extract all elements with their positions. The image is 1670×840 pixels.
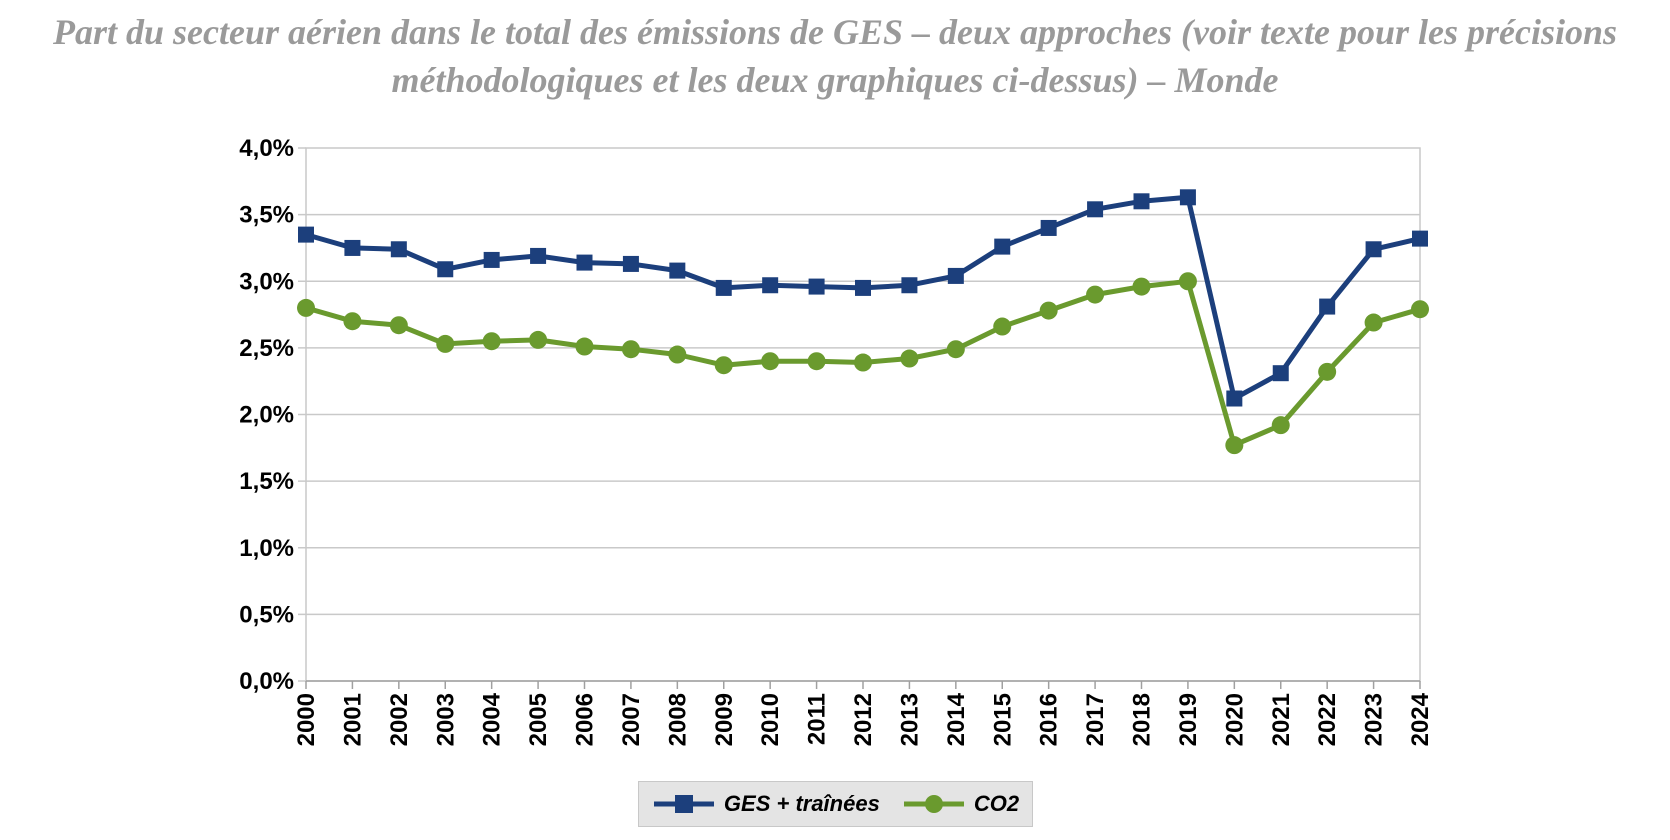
x-tick-label: 2013 [896,693,923,746]
x-tick-label: 2019 [1175,693,1202,746]
data-point-ges [530,247,547,264]
data-point-ges [1040,219,1057,236]
x-tick-label: 2011 [804,693,831,745]
data-point-ges [437,261,454,278]
y-tick-label: 1,5% [239,468,294,495]
data-point-co2 [946,340,965,359]
data-point-ges [1319,298,1336,315]
data-point-ges [994,238,1011,255]
x-tick-label: 2001 [339,693,366,746]
x-tick-label: 2006 [572,693,599,746]
data-point-co2 [1178,272,1197,291]
data-point-ges [483,251,500,268]
data-point-ges [1272,365,1289,382]
data-point-ges [901,277,918,294]
legend-marker-co2 [924,795,943,813]
data-point-co2 [343,312,362,331]
data-point-ges [622,255,639,272]
data-point-co2 [668,345,687,364]
data-point-ges [1412,230,1428,247]
data-point-co2 [575,337,594,356]
data-point-ges [344,239,361,256]
y-tick-label: 3,0% [239,268,294,295]
x-tick-label: 2010 [757,693,784,746]
data-point-co2 [807,352,826,371]
y-tick-label: 3,5% [239,202,294,229]
data-point-co2 [993,317,1012,336]
x-tick-label: 2009 [711,693,738,746]
data-point-ges [1226,390,1243,407]
x-tick-label: 2023 [1361,693,1388,746]
data-point-co2 [1411,300,1429,319]
y-tick-label: 1,0% [239,535,294,562]
data-point-ges [1087,201,1104,218]
legend-label-co2: CO2 [973,791,1020,816]
data-point-co2 [1225,436,1244,455]
data-point-co2 [761,352,780,371]
data-point-ges [669,262,686,279]
y-tick-label: 0,5% [239,601,294,628]
x-tick-label: 2008 [664,693,691,746]
data-point-ges [1365,241,1382,258]
data-point-co2 [389,316,408,335]
data-point-ges [298,226,314,243]
x-tick-label: 2017 [1082,693,1109,746]
x-tick-label: 2005 [525,693,552,746]
legend-item-ges: GES + traînées [652,791,880,817]
data-point-ges [762,277,779,294]
x-tick-label: 2022 [1314,693,1341,746]
legend: GES + traînées CO2 [638,781,1033,827]
y-tick-label: 4,0% [239,135,294,162]
x-tick-label: 2021 [1268,693,1295,746]
data-point-ges [947,267,964,284]
data-point-co2 [1039,301,1058,320]
x-tick-label: 2004 [479,692,506,746]
data-point-ges [1179,189,1196,206]
data-point-ges [390,241,407,258]
x-tick-label: 2014 [943,692,970,746]
y-tick-label: 0,0% [239,668,294,695]
data-point-ges [808,278,825,295]
x-tick-label: 2012 [850,693,877,746]
legend-label-ges: GES + traînées [723,791,880,816]
data-point-co2 [1132,277,1151,296]
data-point-co2 [436,334,455,353]
data-point-co2 [529,330,548,349]
data-point-co2 [482,332,501,351]
data-point-co2 [1364,313,1383,332]
chart-title-line-1: Part du secteur aérien dans le total des… [52,12,1617,52]
data-point-ges [855,279,871,296]
chart-title: Part du secteur aérien dans le total des… [0,8,1670,104]
y-tick-label: 2,5% [239,335,294,362]
x-tick-label: 2007 [618,693,645,746]
chart-title-line-2: méthodologiques et les deux graphiques c… [391,60,1279,100]
data-point-co2 [297,298,315,317]
x-tick-label: 2018 [1129,693,1156,746]
legend-swatch-square-icon [653,795,714,813]
legend-item-co2: CO2 [902,791,1019,817]
x-tick-label: 2003 [432,693,459,746]
x-tick-label: 2002 [386,693,413,746]
legend-swatch-circle-icon [903,795,964,813]
data-point-ges [1133,193,1150,210]
data-point-co2 [900,349,919,368]
data-point-co2 [854,353,872,372]
data-point-co2 [1086,285,1105,304]
data-point-ges [715,279,732,296]
legend-marker-ges [674,795,693,813]
x-tick-label: 2024 [1407,692,1434,746]
x-tick-label: 2016 [1036,693,1063,746]
data-point-co2 [714,356,733,375]
data-point-ges [576,254,593,271]
x-tick-label: 2015 [989,693,1016,746]
x-tick-label: 2000 [293,693,320,746]
data-point-co2 [621,340,640,359]
data-point-co2 [1271,416,1290,435]
x-tick-label: 2020 [1221,693,1248,746]
y-tick-label: 2,0% [239,402,294,429]
data-point-co2 [1318,362,1337,381]
